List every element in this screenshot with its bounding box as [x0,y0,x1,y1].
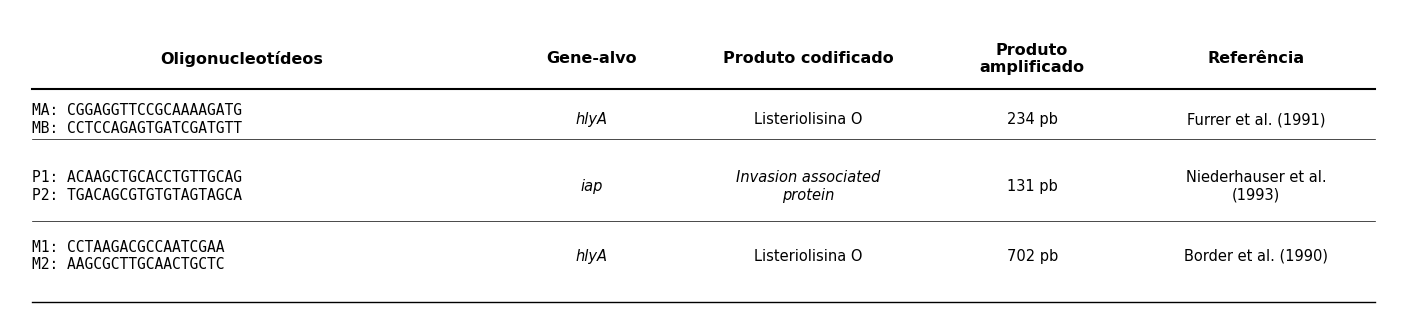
Text: Border et al. (1990): Border et al. (1990) [1183,249,1328,264]
Text: Listeriolisina O: Listeriolisina O [754,112,862,127]
Text: 234 pb: 234 pb [1007,112,1058,127]
Text: hlyA: hlyA [575,112,608,127]
Text: Invasion associated
protein: Invasion associated protein [736,170,881,202]
Text: Produto
amplificado: Produto amplificado [979,43,1085,75]
Text: 131 pb: 131 pb [1007,179,1058,194]
Text: P1: ACAAGCTGCACCTGTTGCAG
P2: TGACAGCGTGTGTAGTAGCA: P1: ACAAGCTGCACCTGTTGCAG P2: TGACAGCGTGT… [32,170,242,202]
Text: Referência: Referência [1207,51,1304,66]
Text: Gene-alvo: Gene-alvo [546,51,637,66]
Text: iap: iap [581,179,602,194]
Text: hlyA: hlyA [575,249,608,264]
Text: Niederhauser et al.
(1993): Niederhauser et al. (1993) [1186,170,1327,202]
Text: MA: CGGAGGTTCCGCAAAAGATG
MB: CCTCCAGAGTGATCGATGTT: MA: CGGAGGTTCCGCAAAAGATG MB: CCTCCAGAGTG… [32,103,242,136]
Text: Furrer et al. (1991): Furrer et al. (1991) [1186,112,1325,127]
Text: Produto codificado: Produto codificado [723,51,893,66]
Text: M1: CCTAAGACGCCAATCGAA
M2: AAGCGCTTGCAACTGCTC: M1: CCTAAGACGCCAATCGAA M2: AAGCGCTTGCAAC… [32,240,225,272]
Text: Listeriolisina O: Listeriolisina O [754,249,862,264]
Text: Oligonucleotídeos: Oligonucleotídeos [160,51,324,67]
Text: 702 pb: 702 pb [1006,249,1058,264]
